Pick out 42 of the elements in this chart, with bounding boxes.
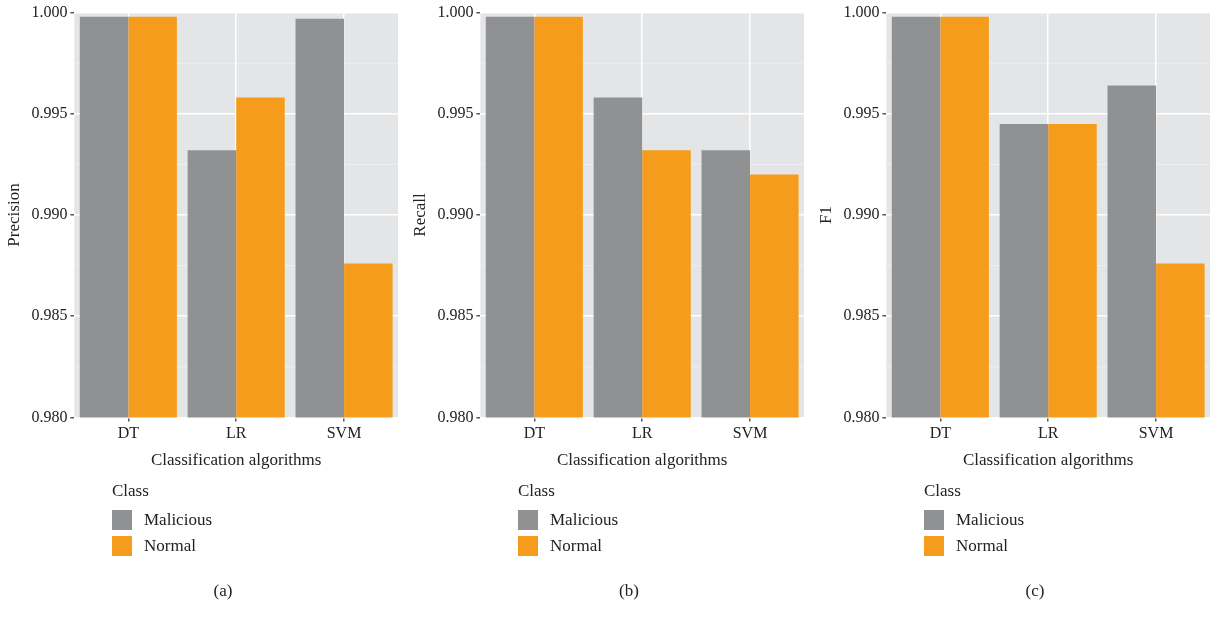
y-tick-label: 0.980 — [843, 407, 880, 425]
x-tick-label: SVM — [326, 424, 362, 442]
legend-label: Normal — [956, 536, 1008, 556]
y-tick-label: 1.000 — [843, 2, 880, 20]
legend-title: Class — [518, 481, 556, 501]
legend-title: Class — [112, 481, 150, 501]
x-tick-label: DT — [523, 424, 546, 442]
x-tick-label: SVM — [732, 424, 768, 442]
text: (c) — [1024, 581, 1046, 601]
x-tick-label: LR — [1037, 424, 1059, 442]
y-tick-label: 0.995 — [437, 104, 474, 121]
y-axis-title: F1 — [815, 206, 835, 224]
x-tick-label: LR — [631, 424, 653, 442]
y-tick-label: 0.990 — [31, 205, 68, 223]
y-tick-label: 0.985 — [31, 306, 68, 324]
y-tick-label: 0.980 — [31, 407, 68, 425]
y-axis-title: Recall — [409, 193, 429, 237]
y-tick-label: 0.980 — [437, 407, 474, 425]
y-axis-title: Precision — [3, 182, 23, 247]
x-tick-label: DT — [929, 424, 952, 442]
x-tick-label: LR — [225, 424, 247, 442]
legend-label: Malicious — [144, 510, 212, 530]
legend-label: Normal — [144, 536, 196, 556]
y-tick-label: 1.000 — [437, 2, 474, 20]
x-tick-label: SVM — [1138, 424, 1174, 442]
y-tick-label: 0.985 — [437, 306, 474, 324]
text: (a) — [212, 581, 234, 601]
text: (b) — [618, 581, 640, 601]
legend-title: Class — [924, 481, 962, 501]
y-tick-label: 0.985 — [843, 306, 880, 324]
x-axis-title: Classification algorithms — [150, 450, 322, 470]
x-axis-title: Classification algorithms — [556, 450, 728, 470]
y-tick-label: 1.000 — [31, 2, 68, 20]
x-tick-label: DT — [117, 424, 140, 442]
y-tick-label: 0.990 — [843, 205, 880, 223]
y-tick-label: 0.990 — [437, 205, 474, 223]
legend-label: Malicious — [956, 510, 1024, 530]
y-tick-label: 0.995 — [843, 104, 880, 121]
legend-label: Normal — [550, 536, 602, 556]
legend-label: Malicious — [550, 510, 618, 530]
x-axis-title: Classification algorithms — [962, 450, 1134, 470]
y-tick-label: 0.995 — [31, 104, 68, 121]
